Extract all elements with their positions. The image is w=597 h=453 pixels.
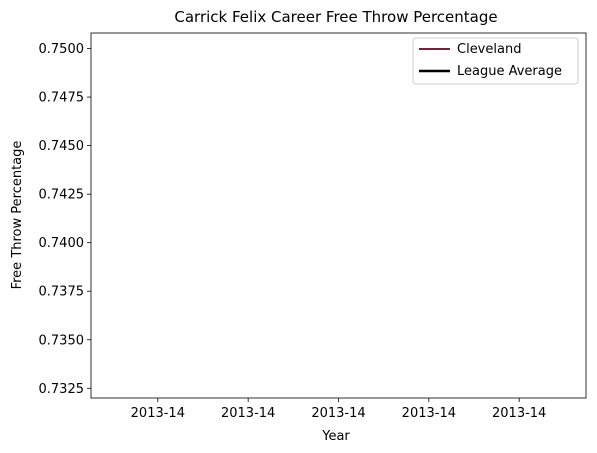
x-axis-label: Year bbox=[321, 429, 350, 444]
y-tick-label: 0.7500 bbox=[39, 42, 85, 57]
x-tick-label: 2013-14 bbox=[311, 406, 365, 421]
y-tick-label: 0.7325 bbox=[39, 382, 85, 397]
x-tick-label: 2013-14 bbox=[492, 406, 546, 421]
legend-box bbox=[412, 37, 579, 85]
y-tick-label: 0.7350 bbox=[39, 333, 85, 348]
x-tick-label: 2013-14 bbox=[221, 406, 275, 421]
y-tick-label: 0.7375 bbox=[39, 285, 85, 300]
plot-area bbox=[90, 32, 587, 399]
y-axis: 0.7325 0.7350 0.7375 0.7400 0.7425 0.7450 0.74… bbox=[39, 42, 91, 397]
y-tick-label: 0.7400 bbox=[39, 236, 85, 251]
x-tick-label: 2013-14 bbox=[131, 406, 185, 421]
y-tick-label: 0.7475 bbox=[39, 91, 85, 106]
y-axis-label: Free Throw Percentage bbox=[10, 141, 25, 290]
legend-label-cleveland: Cleveland bbox=[457, 42, 521, 57]
legend-label-league-average: League Average bbox=[457, 64, 562, 79]
x-tick-label: 2013-14 bbox=[402, 406, 456, 421]
legend: Cleveland League Average bbox=[412, 37, 579, 85]
chart-title: Carrick Felix Career Free Throw Percenta… bbox=[174, 8, 497, 26]
x-axis: 2013-14 2013-14 2013-14 2013-14 2013-14 bbox=[131, 398, 546, 421]
y-tick-label: 0.7425 bbox=[39, 188, 85, 203]
y-tick-label: 0.7450 bbox=[39, 139, 85, 154]
